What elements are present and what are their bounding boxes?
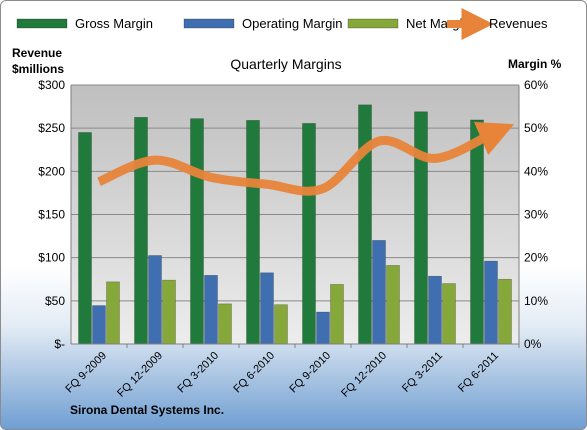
left-tick-label: $100: [38, 251, 65, 265]
bar-operating-margin: [204, 275, 218, 345]
legend: Gross Margin Operating Margin Net Margin Re…: [16, 8, 548, 40]
revenue-line: [97, 121, 515, 196]
right-tick-label: 30%: [524, 208, 548, 222]
x-tick-label: FQ 3-2011: [400, 350, 445, 395]
x-tick-label: FQ 12-2010: [339, 350, 389, 400]
bar-gross-margin: [190, 118, 204, 345]
right-tick-label: 50%: [524, 121, 548, 135]
bar-net-margin: [106, 281, 120, 345]
chart-title: Quarterly Margins: [230, 56, 341, 72]
right-tick-label: 20%: [524, 251, 548, 265]
legend-label: Revenues: [489, 16, 548, 31]
bar-net-margin: [442, 283, 456, 345]
left-axis-label-line2: $millions: [12, 62, 64, 76]
bar-gross-margin: [246, 120, 260, 345]
legend-swatch-operating-margin: [183, 18, 235, 29]
legend-swatch-net-margin: [347, 18, 399, 29]
left-tick-label: $-: [54, 337, 65, 351]
bar-gross-margin: [78, 132, 92, 345]
bars-group: [78, 104, 512, 345]
bar-operating-margin: [92, 305, 106, 345]
bar-net-margin: [218, 303, 232, 345]
bar-operating-margin: [148, 255, 162, 345]
bar-net-margin: [330, 284, 344, 345]
bar-gross-margin: [302, 123, 316, 345]
legend-label: Operating Margin: [242, 16, 342, 31]
x-tick-label: FQ 9-2010: [287, 350, 333, 396]
right-tick-label: 0%: [524, 337, 542, 351]
revenue-line-group: [97, 121, 515, 196]
right-tick-label: 10%: [524, 294, 548, 308]
left-axis-label-line1: Revenue: [12, 46, 62, 60]
bar-net-margin: [386, 265, 400, 345]
bar-operating-margin: [260, 272, 274, 345]
bar-operating-margin: [316, 311, 330, 345]
left-tick-label: $250: [38, 121, 65, 135]
x-tick-label: FQ 6-2010: [231, 350, 277, 396]
bar-operating-margin: [428, 275, 442, 345]
bar-operating-margin: [372, 240, 386, 345]
x-tick-label: FQ 6-2011: [456, 350, 501, 395]
bar-gross-margin: [470, 119, 484, 345]
right-tick-label: 60%: [524, 78, 548, 92]
right-tick-label: 40%: [524, 164, 548, 178]
legend-label: Gross Margin: [75, 16, 153, 31]
bar-operating-margin: [484, 260, 498, 345]
legend-swatch-gross-margin: [16, 18, 68, 29]
x-tick-label: FQ 3-2010: [175, 350, 221, 396]
bar-gross-margin: [414, 111, 428, 345]
x-tick-label: FQ 9-2009: [63, 350, 109, 396]
left-tick-label: $150: [38, 208, 65, 222]
left-tick-label: $50: [45, 294, 65, 308]
left-tick-label: $200: [38, 164, 65, 178]
left-tick-label: $300: [38, 78, 65, 92]
bar-net-margin: [162, 279, 176, 345]
x-tick-label: FQ 12-2009: [115, 350, 165, 400]
bar-net-margin: [498, 278, 512, 345]
right-axis-label: Margin %: [508, 57, 562, 71]
bar-net-margin: [274, 304, 288, 345]
company-name: Sirona Dental Systems Inc.: [70, 403, 225, 417]
bar-gross-margin: [134, 117, 148, 345]
